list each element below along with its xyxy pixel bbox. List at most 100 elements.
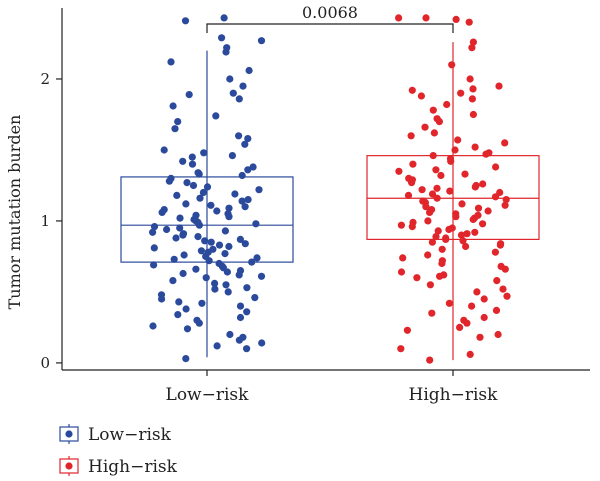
- data-point: [236, 313, 245, 322]
- data-point: [452, 15, 460, 23]
- data-point: [239, 82, 247, 90]
- legend: Low−risk High−risk: [59, 424, 178, 477]
- data-point: [212, 112, 220, 120]
- data-point: [428, 238, 436, 246]
- data-point: [502, 196, 510, 204]
- data-point: [180, 251, 188, 259]
- data-point: [238, 197, 246, 205]
- data-point: [244, 196, 252, 204]
- data-point: [474, 204, 483, 212]
- data-point: [424, 251, 432, 259]
- data-point: [468, 44, 476, 52]
- data-point: [169, 277, 177, 285]
- legend-key-point: [65, 430, 73, 438]
- data-point: [445, 299, 453, 307]
- data-point: [501, 139, 509, 147]
- data-point: [407, 132, 415, 140]
- data-point: [447, 157, 455, 165]
- data-point: [463, 319, 471, 327]
- data-point: [231, 190, 239, 198]
- legend-label: Low−risk: [88, 425, 172, 445]
- data-point: [176, 224, 184, 232]
- data-point: [428, 309, 436, 317]
- data-point: [238, 171, 246, 180]
- data-point: [160, 146, 168, 154]
- data-point: [257, 272, 266, 280]
- data-point: [213, 207, 221, 215]
- data-point: [215, 241, 224, 249]
- data-point: [163, 225, 171, 234]
- data-point: [188, 160, 197, 168]
- data-point: [235, 271, 243, 279]
- data-point: [409, 160, 417, 168]
- data-point: [241, 140, 249, 148]
- data-point: [466, 75, 474, 83]
- data-point: [408, 179, 416, 187]
- data-point: [463, 230, 471, 238]
- x-tick-label: Low−risk: [166, 385, 250, 405]
- data-point: [471, 228, 479, 236]
- data-point: [446, 187, 454, 195]
- data-point: [226, 330, 234, 339]
- axes: 0 1 2 Low−risk High−risk: [40, 8, 590, 405]
- data-point: [421, 123, 429, 131]
- data-point: [442, 235, 450, 243]
- p-value-label: 0.0068: [302, 3, 358, 22]
- data-point: [428, 190, 437, 198]
- data-point: [182, 305, 190, 313]
- data-point: [199, 188, 207, 197]
- data-point: [471, 183, 479, 191]
- data-point: [443, 100, 451, 109]
- data-point: [172, 234, 180, 242]
- data-point: [221, 227, 229, 235]
- data-point: [432, 166, 440, 174]
- data-point: [224, 288, 232, 296]
- data-point: [457, 231, 466, 239]
- data-point: [194, 233, 202, 241]
- data-point: [404, 191, 413, 199]
- data-point: [451, 146, 459, 154]
- legend-label: High−risk: [88, 457, 178, 477]
- data-point: [258, 339, 266, 347]
- data-point: [469, 110, 477, 119]
- data-point: [452, 213, 460, 221]
- data-point: [248, 258, 256, 266]
- data-point: [179, 269, 187, 278]
- data-point: [235, 95, 243, 103]
- data-point: [222, 281, 230, 289]
- data-point: [241, 203, 249, 211]
- data-point: [253, 254, 261, 262]
- data-point: [397, 268, 406, 276]
- data-point: [171, 125, 179, 133]
- data-point: [469, 85, 477, 93]
- data-point: [480, 313, 488, 322]
- data-point: [438, 259, 446, 268]
- data-point: [202, 274, 210, 282]
- data-point: [494, 330, 502, 339]
- data-point: [197, 247, 205, 255]
- data-point: [493, 277, 501, 285]
- data-point: [479, 220, 487, 228]
- data-point: [249, 163, 257, 171]
- data-point: [251, 294, 259, 302]
- data-point: [181, 17, 190, 25]
- data-point: [496, 241, 504, 249]
- legend-item: Low−risk: [59, 424, 172, 445]
- data-point: [150, 261, 158, 269]
- data-point: [491, 248, 499, 256]
- data-point: [462, 242, 470, 251]
- data-point: [244, 166, 252, 174]
- box: [366, 155, 540, 240]
- data-point: [418, 186, 426, 194]
- data-point: [469, 215, 477, 224]
- data-point: [437, 171, 445, 180]
- data-point: [176, 214, 184, 222]
- annotation-layer: 0.0068: [206, 3, 454, 33]
- data-point: [471, 143, 479, 151]
- data-point: [243, 308, 251, 316]
- data-point: [426, 208, 434, 216]
- data-point: [435, 118, 443, 126]
- data-point: [235, 132, 243, 140]
- data-point: [468, 95, 476, 103]
